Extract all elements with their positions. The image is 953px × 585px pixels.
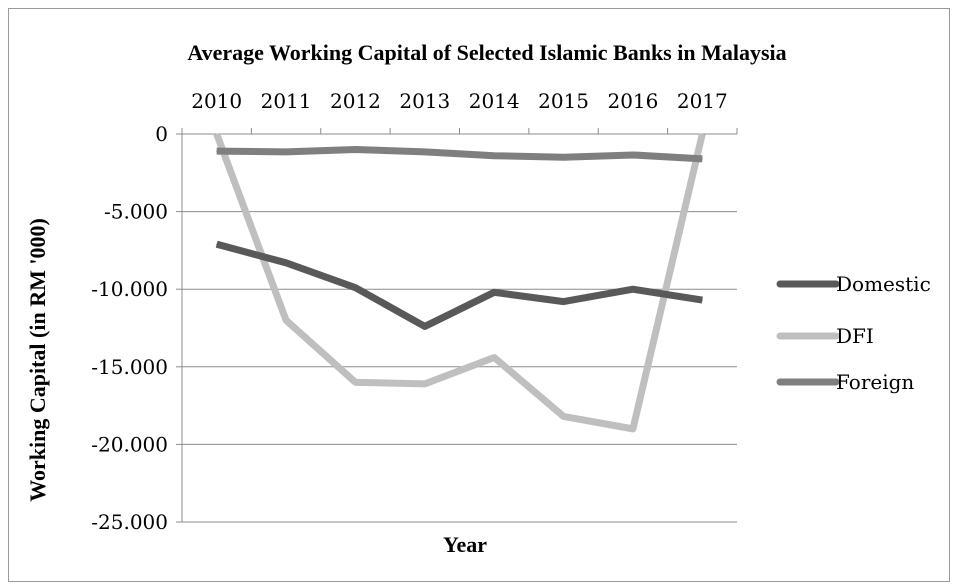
legend-item-domestic: Domestic <box>776 272 931 296</box>
x-tick-label: 2011 <box>261 89 312 113</box>
x-tick-label: 2016 <box>607 89 658 113</box>
data-point-domestic <box>285 262 287 264</box>
data-point-domestic <box>424 325 426 327</box>
legend-label: Domestic <box>836 272 931 296</box>
legend: Domestic DFI Foreign <box>776 272 931 394</box>
y-tick-label: -10.000 <box>91 277 168 301</box>
data-point-dfi <box>285 319 287 321</box>
data-point-domestic <box>493 291 495 293</box>
x-tick-label: 2013 <box>399 89 450 113</box>
y-tick-label: -15.000 <box>91 355 168 379</box>
y-tick-label: -25.000 <box>91 510 168 534</box>
data-point-domestic <box>632 288 634 290</box>
y-tick-label: -5.000 <box>104 200 168 224</box>
gridlines <box>181 128 738 523</box>
legend-label: DFI <box>836 324 874 348</box>
chart-frame <box>8 8 950 582</box>
series-line-dfi <box>213 132 706 433</box>
series-line-domestic <box>215 240 703 330</box>
x-axis-label: Year <box>443 532 487 557</box>
x-tick-label: 2017 <box>677 89 728 113</box>
series-line-foreign <box>216 146 703 163</box>
data-point-dfi <box>354 381 356 383</box>
legend-label: Foreign <box>836 370 914 394</box>
chart-title: Average Working Capital of Selected Isla… <box>187 40 786 65</box>
data-point-domestic <box>216 243 218 245</box>
y-tick-label: 0 <box>155 122 168 146</box>
y-tick-label: -20.000 <box>91 432 168 456</box>
data-point-foreign <box>701 158 703 160</box>
data-point-dfi <box>493 356 495 358</box>
data-point-dfi <box>216 133 218 135</box>
data-point-dfi <box>424 383 426 385</box>
y-axis-ticks: 0 -5.000 -10.000 -15.000 -20.000 -25.000 <box>91 122 182 534</box>
data-point-foreign <box>563 156 565 158</box>
x-tick-label: 2012 <box>330 89 381 113</box>
data-point-foreign <box>285 151 287 153</box>
data-point-foreign <box>216 150 218 152</box>
data-point-dfi <box>632 428 634 430</box>
x-tick-label: 2014 <box>469 89 520 113</box>
data-point-foreign <box>424 151 426 153</box>
data-point-foreign <box>632 154 634 156</box>
data-point-domestic <box>354 287 356 289</box>
data-point-domestic <box>701 299 703 301</box>
x-axis-ticks: 2010 2011 2012 2013 2014 2015 2016 2017 <box>191 89 728 113</box>
data-point-foreign <box>354 149 356 151</box>
x-tick-label: 2010 <box>191 89 242 113</box>
legend-item-foreign: Foreign <box>776 370 914 394</box>
data-point-domestic <box>563 301 565 303</box>
y-axis-label: Working Capital (in RM '000) <box>25 218 50 502</box>
data-point-dfi <box>563 415 565 417</box>
data-point-foreign <box>493 155 495 157</box>
series-lines <box>213 132 706 433</box>
x-tick-label: 2015 <box>538 89 589 113</box>
data-point-dfi <box>701 133 703 135</box>
legend-item-dfi: DFI <box>776 324 874 348</box>
